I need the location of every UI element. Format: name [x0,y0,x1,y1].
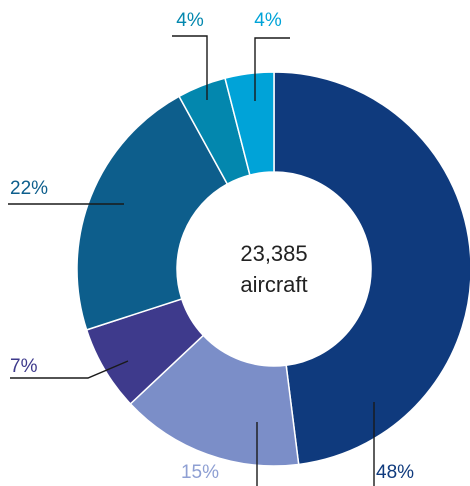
total-unit: aircraft [240,272,307,297]
pct-label-4: 22% [10,178,48,199]
total-count: 23,385 [240,241,307,266]
pct-label-1: 48% [376,462,414,483]
percentage-labels: 48% 15% 7% 22% 4% 4% [10,10,414,483]
leader-line-3 [10,360,129,379]
donut-slice-4 [76,95,229,331]
pct-label-5: 4% [176,10,204,31]
donut-slice-1 [273,71,470,466]
donut-slices [76,71,470,467]
leader-line-6 [254,37,290,101]
pct-label-2: 15% [181,462,219,483]
leader-lines [8,35,375,486]
donut-slice-6 [224,71,275,176]
leader-line-5 [172,35,208,100]
pct-label-3: 7% [10,356,38,377]
pct-label-6: 4% [254,10,282,31]
